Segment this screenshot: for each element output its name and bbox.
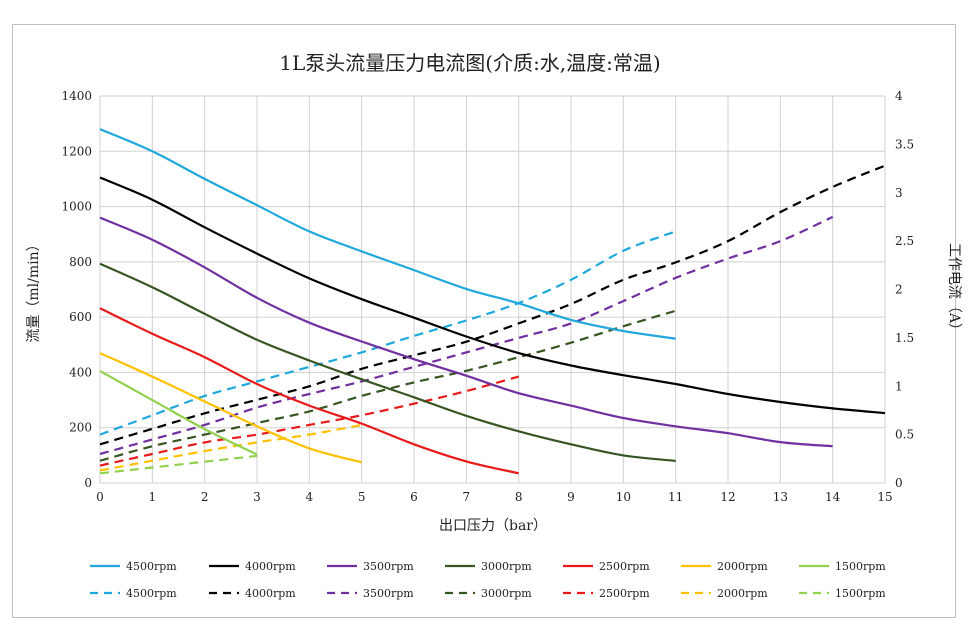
flow-line-4000rpm [99, 176, 886, 415]
legend-label-solid: 2000rpm [717, 560, 768, 573]
legend-label-solid: 4000rpm [245, 560, 296, 573]
legend-label-dashed: 3500rpm [363, 587, 414, 600]
y2-tick-label: 1.5 [895, 331, 914, 345]
x-tick-label: 11 [668, 490, 683, 504]
chart-frame [12, 24, 956, 618]
legend-label-solid: 1500rpm [835, 560, 886, 573]
y2-tick-label: 3 [895, 186, 903, 200]
x-tick-label: 9 [567, 490, 575, 504]
legend: 4500rpm 4000rpm 3500rpm 3000rpm 2500rpm 2000r… [90, 560, 886, 600]
x-axis-label: 出口压力（bar） [439, 518, 547, 534]
series-group [99, 128, 886, 475]
flow-line-2500rpm [99, 307, 519, 475]
current-line-3500rpm [99, 215, 834, 456]
current-line-4000rpm [99, 164, 886, 446]
flow-line-3500rpm [99, 216, 833, 448]
flow-line-3000rpm [99, 262, 676, 462]
x-tick-label: 8 [515, 490, 523, 504]
x-tick-label: 12 [720, 490, 735, 504]
flow-line-1500rpm [99, 370, 258, 456]
legend-label-solid: 3500rpm [363, 560, 414, 573]
x-tick-label: 6 [410, 490, 418, 504]
x-tick-label: 4 [306, 490, 314, 504]
grid-lines [99, 95, 886, 484]
flow-line-2000rpm [99, 352, 362, 464]
legend-label-solid: 3000rpm [481, 560, 532, 573]
y-tick-label: 600 [69, 310, 92, 324]
current-line-2500rpm [99, 375, 519, 467]
x-tick-label: 2 [201, 490, 209, 504]
y-tick-label: 200 [69, 421, 92, 435]
x-tick-label: 13 [773, 490, 788, 504]
x-tick-label: 14 [825, 490, 841, 504]
y-tick-label: 1000 [61, 200, 92, 214]
y2-tick-label: 1 [895, 379, 903, 393]
chart-title: 1L泵头流量压力电流图(介质:水,温度:常温) [279, 51, 660, 75]
legend-label-dashed: 3000rpm [481, 587, 532, 600]
y-tick-label: 1400 [61, 89, 92, 103]
y2-tick-label: 3.5 [895, 137, 914, 151]
x-tick-label: 1 [149, 490, 157, 504]
y-tick-label: 800 [69, 255, 92, 269]
x-tick-label: 0 [96, 490, 104, 504]
current-line-4500rpm [99, 230, 677, 436]
legend-label-solid: 2500rpm [599, 560, 650, 573]
legend-label-dashed: 4500rpm [126, 587, 177, 600]
y-tick-label: 400 [69, 365, 92, 379]
x-tick-label: 3 [253, 490, 261, 504]
y2-tick-label: 0.5 [895, 428, 914, 442]
y-tick-label: 1200 [61, 144, 92, 158]
y2-axis-label: 工作电流（A） [946, 243, 962, 337]
current-line-2000rpm [99, 423, 362, 472]
legend-label-dashed: 1500rpm [835, 587, 886, 600]
x-tick-label: 5 [358, 490, 366, 504]
y2-tick-label: 2 [895, 283, 903, 297]
legend-label-dashed: 2000rpm [717, 587, 768, 600]
y2-tick-label: 2.5 [895, 234, 914, 248]
legend-label-dashed: 4000rpm [245, 587, 296, 600]
current-line-1500rpm [99, 454, 258, 475]
flow-line-4500rpm [99, 128, 676, 340]
current-line-3000rpm [99, 309, 677, 462]
axes: 0 1 2 3 4 5 6 7 8 9 10 11 12 13 14 15020040060080010001… [61, 89, 914, 504]
legend-label-dashed: 2500rpm [599, 587, 650, 600]
y-axis-label: 流量（ml/min） [26, 237, 42, 342]
legend-label-solid: 4500rpm [126, 560, 177, 573]
x-tick-label: 15 [877, 490, 892, 504]
y2-tick-label: 4 [895, 89, 903, 103]
x-tick-label: 10 [616, 490, 631, 504]
y-tick-label: 0 [84, 476, 92, 490]
y2-tick-label: 0 [895, 476, 903, 490]
x-tick-label: 7 [463, 490, 471, 504]
